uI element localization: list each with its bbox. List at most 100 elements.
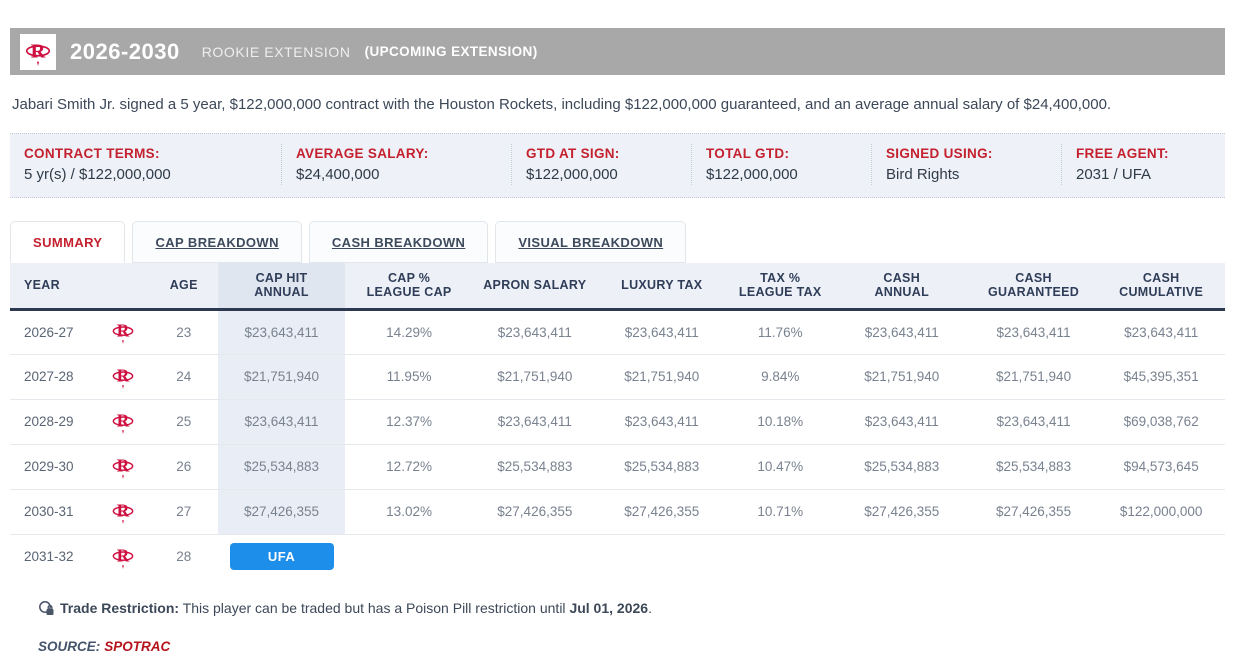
trade-lock-icon <box>39 601 54 615</box>
cash-cumulative-cell: $45,395,351 <box>1097 354 1225 400</box>
luxury-tax-cell: $25,534,883 <box>596 444 727 490</box>
cap-pct-cell <box>345 534 473 579</box>
table-row: 2028-29 25 $23,643,411 12.37% $23,643,41… <box>10 399 1225 445</box>
table-row: 2026-27 23 $23,643,411 14.29% $23,643,41… <box>10 309 1225 355</box>
col-cash-guaranteed: CASH GUARANTEED <box>969 263 1098 311</box>
apron-salary-cell <box>473 534 597 579</box>
cash-guaranteed-cell: $25,534,883 <box>969 444 1098 490</box>
cap-hit-cell: $27,426,355 <box>217 489 346 535</box>
breakdown-tabs: SUMMARY CAP BREAKDOWN CASH BREAKDOWN VIS… <box>10 221 1225 263</box>
tab-label: CAP BREAKDOWN <box>155 235 279 250</box>
apron-salary-cell: $23,643,411 <box>472 399 597 445</box>
rockets-logo-icon <box>112 409 134 435</box>
luxury-tax-cell: $23,643,411 <box>596 309 727 355</box>
cap-hit-value: $23,643,411 <box>244 324 319 340</box>
tax-pct-cell: 10.18% <box>726 399 834 445</box>
cap-hit-cell: $21,751,940 <box>217 354 346 400</box>
cash-annual-cell: $25,534,883 <box>833 444 970 490</box>
cash-annual-cell: $23,643,411 <box>833 309 970 355</box>
term-value: $122,000,000 <box>706 166 798 183</box>
age-cell: 27 <box>149 489 218 535</box>
cash-cumulative-cell: $23,643,411 <box>1097 309 1225 355</box>
age-cell: 25 <box>149 399 218 445</box>
cap-hit-cell: UFA <box>218 534 346 579</box>
col-cash-cumulative: CASH CUMULATIVE <box>1097 263 1225 311</box>
apron-salary-cell: $25,534,883 <box>472 444 597 490</box>
table-row: 2027-28 24 $21,751,940 11.95% $21,751,94… <box>10 354 1225 400</box>
cap-hit-value: $25,534,883 <box>243 459 320 474</box>
age-cell: 24 <box>149 354 218 400</box>
term-total-gtd: TOTAL GTD: $122,000,000 <box>692 144 872 185</box>
cash-guaranteed-cell: $21,751,940 <box>969 354 1098 400</box>
cap-hit-cell: $23,643,411 <box>217 399 346 445</box>
tab-cash-breakdown[interactable]: CASH BREAKDOWN <box>308 221 489 263</box>
term-label: SIGNED USING: <box>886 146 993 161</box>
source-link[interactable]: SPOTRAC <box>104 639 171 654</box>
rockets-logo-icon <box>25 37 51 67</box>
team-cell <box>96 489 150 535</box>
col-apron-salary: APRON SALARY <box>472 263 597 311</box>
apron-salary-cell: $23,643,411 <box>472 309 597 355</box>
col-age: AGE <box>149 263 218 311</box>
rockets-logo-icon <box>112 454 134 480</box>
year-cell: 2029-30 <box>10 444 97 490</box>
cash-guaranteed-cell <box>970 534 1098 579</box>
luxury-tax-cell: $21,751,940 <box>596 354 727 400</box>
tab-cap-breakdown[interactable]: CAP BREAKDOWN <box>132 221 302 263</box>
cash-annual-cell: $27,426,355 <box>833 489 970 535</box>
cash-cumulative-cell: $94,573,645 <box>1097 444 1225 490</box>
apron-salary-cell: $21,751,940 <box>472 354 597 400</box>
col-cap-pct: CAP % LEAGUE CAP <box>345 263 473 311</box>
source-label: SOURCE: <box>38 639 101 654</box>
term-average-salary: AVERAGE SALARY: $24,400,000 <box>282 144 512 185</box>
term-gtd-at-sign: GTD AT SIGN: $122,000,000 <box>512 144 692 185</box>
salary-table-header: YEAR AGE CAP HIT ANNUAL CAP % LEAGUE CAP… <box>10 263 1225 311</box>
rockets-logo-icon <box>112 544 134 570</box>
trade-restriction-note: Trade Restriction: This player can be tr… <box>38 600 1225 616</box>
contract-description: Jabari Smith Jr. signed a 5 year, $122,0… <box>12 96 1112 113</box>
cash-cumulative-cell <box>1097 534 1225 579</box>
rockets-logo-icon <box>112 499 134 525</box>
cap-pct-cell: 14.29% <box>345 309 473 355</box>
contract-type: ROOKIE EXTENSION <box>201 43 351 60</box>
luxury-tax-cell: $23,643,411 <box>596 399 727 445</box>
term-signed-using: SIGNED USING: Bird Rights <box>872 144 1062 185</box>
year-cell: 2028-29 <box>10 399 97 445</box>
term-contract-terms: CONTRACT TERMS: 5 yr(s) / $122,000,000 <box>10 144 282 185</box>
term-label: GTD AT SIGN: <box>526 146 620 161</box>
tax-pct-cell <box>727 534 834 579</box>
source-line: SOURCE: SPOTRAC <box>38 639 1225 654</box>
tab-label: SUMMARY <box>33 235 103 250</box>
team-cell <box>96 309 150 355</box>
cash-cumulative-cell: $69,038,762 <box>1097 399 1225 445</box>
col-cash-annual: CASH ANNUAL <box>833 263 970 311</box>
ufa-button[interactable]: UFA <box>229 543 334 571</box>
table-row: 2030-31 27 $27,426,355 13.02% $27,426,35… <box>10 489 1225 535</box>
table-row: 2031-32 28 UFA <box>10 534 1225 579</box>
term-value: 5 yr(s) / $122,000,000 <box>24 166 171 183</box>
cash-annual-cell: $21,751,940 <box>833 354 970 400</box>
cap-hit-cell: $23,643,411 <box>217 309 346 355</box>
trade-note-text: Trade Restriction: This player can be tr… <box>60 600 652 616</box>
contract-terms-strip: CONTRACT TERMS: 5 yr(s) / $122,000,000 A… <box>10 133 1225 198</box>
cap-pct-cell: 11.95% <box>345 354 473 400</box>
team-cell <box>96 534 149 579</box>
cap-pct-cell: 12.37% <box>345 399 473 445</box>
contract-table-body: 2026-27 23 $23,643,411 14.29% $23,643,41… <box>10 309 1225 579</box>
salary-table: YEAR AGE CAP HIT ANNUAL CAP % LEAGUE CAP… <box>10 263 1225 579</box>
age-cell: 23 <box>149 309 218 355</box>
tab-summary[interactable]: SUMMARY <box>10 221 126 263</box>
cap-pct-cell: 12.72% <box>345 444 473 490</box>
tax-pct-cell: 10.47% <box>726 444 834 490</box>
rockets-logo-icon <box>112 319 134 345</box>
tax-pct-cell: 11.76% <box>726 309 834 355</box>
luxury-tax-cell: $27,426,355 <box>596 489 727 535</box>
contract-status: (UPCOMING EXTENSION) <box>364 44 538 59</box>
year-cell: 2030-31 <box>10 489 97 535</box>
tab-visual-breakdown[interactable]: VISUAL BREAKDOWN <box>495 221 687 263</box>
team-cell <box>96 444 150 490</box>
table-row: 2029-30 26 $25,534,883 12.72% $25,534,88… <box>10 444 1225 490</box>
col-team <box>96 263 150 311</box>
col-luxury-tax: LUXURY TAX <box>596 263 727 311</box>
term-label: TOTAL GTD: <box>706 146 790 161</box>
